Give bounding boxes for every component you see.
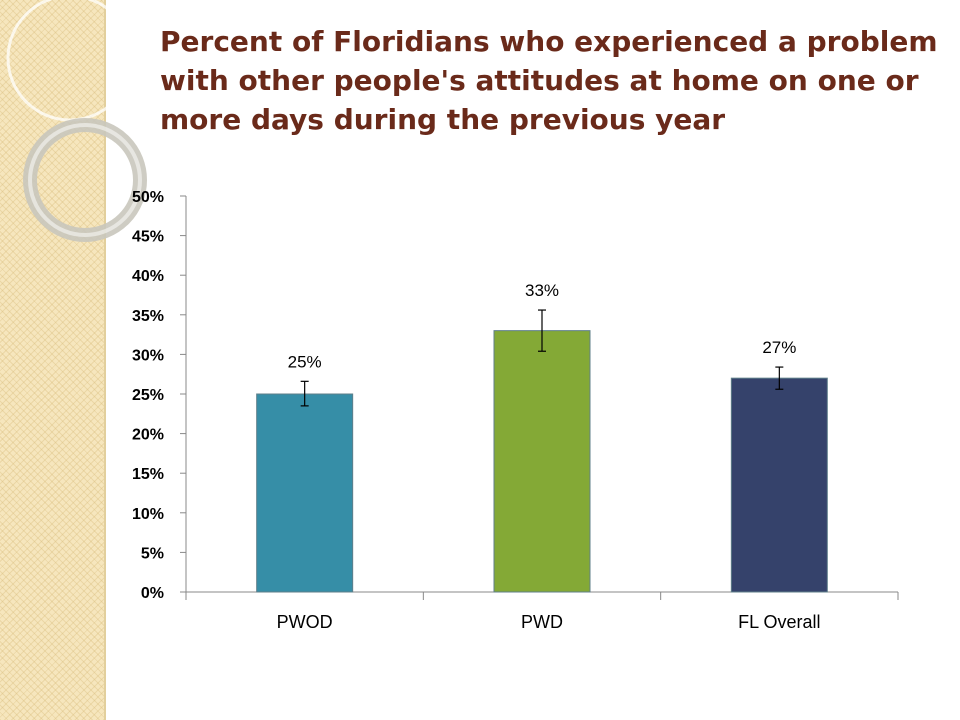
y-tick-label: 30% bbox=[132, 347, 164, 364]
y-tick-label: 45% bbox=[132, 229, 164, 246]
y-tick-label: 50% bbox=[132, 189, 164, 206]
data-label: 27% bbox=[762, 338, 796, 357]
y-tick-label: 40% bbox=[132, 268, 164, 285]
y-tick-label: 0% bbox=[141, 585, 164, 602]
x-category-label: PWOD bbox=[277, 612, 333, 632]
y-tick-label: 15% bbox=[132, 466, 164, 483]
data-label: 33% bbox=[525, 281, 559, 300]
y-tick-label: 35% bbox=[132, 308, 164, 325]
decorative-rings bbox=[6, 0, 147, 242]
x-category-label: PWD bbox=[521, 612, 563, 632]
y-tick-label: 25% bbox=[132, 387, 164, 404]
x-category-label: FL Overall bbox=[738, 612, 820, 632]
data-label: 25% bbox=[288, 352, 322, 371]
bar-pwod bbox=[256, 393, 354, 593]
bar-pwd bbox=[493, 330, 591, 593]
y-tick-label: 10% bbox=[132, 506, 164, 523]
chart-title: Percent of Floridians who experienced a … bbox=[160, 25, 938, 136]
bar-fl-overall bbox=[730, 377, 828, 593]
y-tick-label: 20% bbox=[132, 427, 164, 444]
y-tick-label: 5% bbox=[141, 545, 164, 562]
